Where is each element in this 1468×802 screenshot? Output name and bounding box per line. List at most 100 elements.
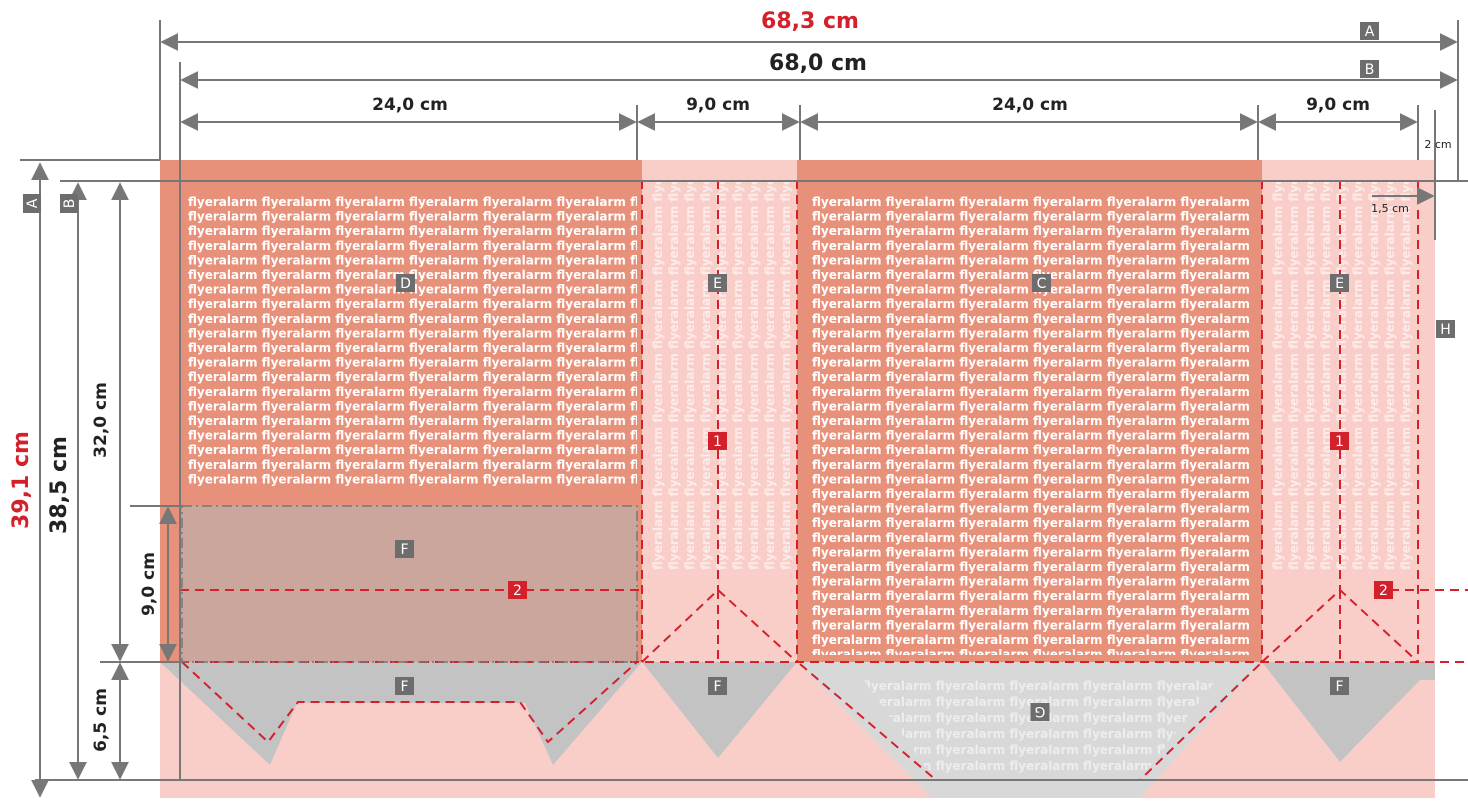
label-box-b-side: B: [60, 194, 78, 213]
watermark-line: flyeralarm flyeralarm flyeralarm flyeral…: [812, 283, 1324, 297]
watermark-line: flyeralarm flyeralarm flyeralarm flyeral…: [1335, 58, 1349, 570]
watermark-line: flyeralarm flyeralarm flyeralarm flyeral…: [188, 283, 700, 297]
watermark-line: flyeralarm flyeralarm flyeralarm flyeral…: [812, 429, 1324, 443]
svg-text:E: E: [713, 276, 722, 292]
watermark-line: flyeralarm flyeralarm flyeralarm flyeral…: [812, 385, 1324, 399]
watermark-line: flyeralarm flyeralarm flyeralarm flyeral…: [812, 472, 1324, 486]
watermark-line: flyeralarm flyeralarm flyeralarm flyeral…: [188, 253, 700, 267]
panel-c-back: [797, 160, 1262, 662]
watermark-pattern-c: flyeralarm flyeralarm flyeralarm flyeral…: [812, 195, 1324, 662]
label-box-f-mid: F: [708, 677, 727, 695]
label-box-e-left: E: [708, 274, 727, 292]
watermark-line: flyeralarm flyeralarm flyeralarm flyeral…: [779, 58, 793, 570]
panel-f-bottom-fold: [182, 506, 637, 662]
svg-text:F: F: [400, 542, 408, 558]
watermark-line: flyeralarm flyeralarm flyeralarm flyeral…: [188, 297, 700, 311]
watermark-line: flyeralarm flyeralarm flyeralarm flyeral…: [812, 239, 1324, 253]
svg-text:D: D: [400, 276, 411, 292]
flap-g: [797, 662, 1262, 798]
watermark-line: flyeralarm flyeralarm flyeralarm flyeral…: [812, 312, 1324, 326]
watermark-line: flyeralarm flyeralarm flyeralarm flyeral…: [812, 268, 1324, 282]
svg-text:2: 2: [513, 583, 522, 599]
watermark-line: flyeralarm flyeralarm flyeralarm flyeral…: [763, 58, 777, 570]
dim-total-height: 38,5 cm: [47, 436, 72, 534]
watermark-line: flyeralarm flyeralarm flyeralarm flyeral…: [188, 312, 700, 326]
svg-text:B: B: [62, 199, 78, 209]
watermark-line: flyeralarm flyeralarm flyeralarm flyeral…: [188, 195, 700, 209]
label-box-fold-1-right: 1: [1330, 432, 1349, 450]
watermark-line: flyeralarm flyeralarm flyeralarm flyeral…: [188, 224, 700, 238]
dim-panel-side: 9,0 cm: [686, 95, 750, 115]
watermark-pattern-d: flyeralarm flyeralarm flyeralarm flyeral…: [188, 195, 700, 486]
watermark-line: flyeralarm flyeralarm flyeralarm flyeral…: [812, 633, 1324, 647]
watermark-line: flyeralarm flyeralarm flyeralarm flyeral…: [812, 341, 1324, 355]
dim-total-width-bleed: 68,3 cm: [761, 9, 859, 34]
label-box-fold-2-left: 2: [508, 581, 527, 599]
watermark-line: flyeralarm flyeralarm flyeralarm flyeral…: [1303, 58, 1317, 570]
watermark-pattern-e1: flyeralarm flyeralarm flyeralarm flyeral…: [651, 58, 793, 570]
label-box-f-left: F: [395, 677, 414, 695]
svg-text:1: 1: [1335, 434, 1344, 450]
watermark-line: flyeralarm flyeralarm flyeralarm flyeral…: [812, 399, 1324, 413]
watermark-line: flyeralarm flyeralarm flyeralarm flyeral…: [188, 443, 700, 457]
watermark-line: flyeralarm flyeralarm flyeralarm flyeral…: [812, 648, 1324, 662]
dim-panel-back: 24,0 cm: [992, 95, 1068, 115]
watermark-line: flyeralarm flyeralarm flyeralarm flyeral…: [812, 253, 1324, 267]
svg-text:B: B: [1365, 62, 1375, 78]
svg-text:A: A: [1365, 24, 1375, 40]
watermark-line: flyeralarm flyeralarm flyeralarm flyeral…: [862, 727, 1374, 741]
label-box-fold-1-left: 1: [708, 432, 727, 450]
watermark-line: flyeralarm flyeralarm flyeralarm flyeral…: [188, 356, 700, 370]
watermark-line: flyeralarm flyeralarm flyeralarm flyeral…: [188, 341, 700, 355]
watermark-line: flyeralarm flyeralarm flyeralarm flyeral…: [862, 695, 1374, 709]
watermark-line: flyeralarm flyeralarm flyeralarm flyeral…: [812, 531, 1324, 545]
svg-text:1: 1: [713, 434, 722, 450]
trim-lines: [20, 20, 1468, 781]
watermark-line: flyeralarm flyeralarm flyeralarm flyeral…: [188, 370, 700, 384]
dim-total-width: 68,0 cm: [769, 51, 867, 76]
svg-text:2: 2: [1379, 583, 1388, 599]
watermark-line: flyeralarm flyeralarm flyeralarm flyeral…: [188, 326, 700, 340]
flap-f-left: [160, 662, 642, 765]
dimension-arrows: [31, 33, 1458, 798]
dim-body-height: 32,0 cm: [91, 382, 111, 458]
label-box-b-top: B: [1360, 60, 1379, 78]
watermark-line: flyeralarm flyeralarm flyeralarm flyeral…: [1351, 58, 1365, 570]
watermark-line: flyeralarm flyeralarm flyeralarm flyeral…: [812, 326, 1324, 340]
svg-text:F: F: [400, 679, 408, 695]
dim-panel-front: 24,0 cm: [372, 95, 448, 115]
watermark-line: flyeralarm flyeralarm flyeralarm flyeral…: [812, 443, 1324, 457]
watermark-line: flyeralarm flyeralarm flyeralarm flyeral…: [812, 458, 1324, 472]
dim-total-height-bleed: 39,1 cm: [9, 431, 34, 529]
watermark-line: flyeralarm flyeralarm flyeralarm flyeral…: [812, 195, 1324, 209]
watermark-line: flyeralarm flyeralarm flyeralarm flyeral…: [1271, 58, 1285, 570]
watermark-line: flyeralarm flyeralarm flyeralarm flyeral…: [731, 58, 745, 570]
watermark-line: flyeralarm flyeralarm flyeralarm flyeral…: [188, 399, 700, 413]
watermark-line: flyeralarm flyeralarm flyeralarm flyeral…: [1367, 58, 1381, 570]
fold-lines: [180, 180, 1468, 781]
watermark-line: flyeralarm flyeralarm flyeralarm flyeral…: [715, 58, 729, 570]
watermark-line: flyeralarm flyeralarm flyeralarm flyeral…: [812, 414, 1324, 428]
watermark-line: flyeralarm flyeralarm flyeralarm flyeral…: [862, 743, 1374, 757]
watermark-line: flyeralarm flyeralarm flyeralarm flyeral…: [812, 589, 1324, 603]
watermark-line: flyeralarm flyeralarm flyeralarm flyeral…: [188, 414, 700, 428]
watermark-line: flyeralarm flyeralarm flyeralarm flyeral…: [188, 268, 700, 282]
watermark-line: flyeralarm flyeralarm flyeralarm flyeral…: [188, 472, 700, 486]
watermark-line: flyeralarm flyeralarm flyeralarm flyeral…: [862, 759, 1374, 773]
flap-f-right: [1262, 662, 1435, 762]
watermark-line: flyeralarm flyeralarm flyeralarm flyeral…: [812, 618, 1324, 632]
label-box-f-fold: F: [395, 540, 414, 558]
svg-text:F: F: [1335, 679, 1343, 695]
label-box-f-right: F: [1330, 677, 1349, 695]
watermark-line: flyeralarm flyeralarm flyeralarm flyeral…: [812, 487, 1324, 501]
watermark-line: flyeralarm flyeralarm flyeralarm flyeral…: [812, 516, 1324, 530]
watermark-line: flyeralarm flyeralarm flyeralarm flyeral…: [812, 575, 1324, 589]
watermark-line: flyeralarm flyeralarm flyeralarm flyeral…: [188, 210, 700, 224]
watermark-line: flyeralarm flyeralarm flyeralarm flyeral…: [1319, 58, 1333, 570]
bottom-fold-outline: [181, 505, 638, 663]
watermark-line: flyeralarm flyeralarm flyeralarm flyeral…: [812, 356, 1324, 370]
svg-text:C: C: [1037, 276, 1047, 292]
watermark-line: flyeralarm flyeralarm flyeralarm flyeral…: [1399, 58, 1413, 570]
